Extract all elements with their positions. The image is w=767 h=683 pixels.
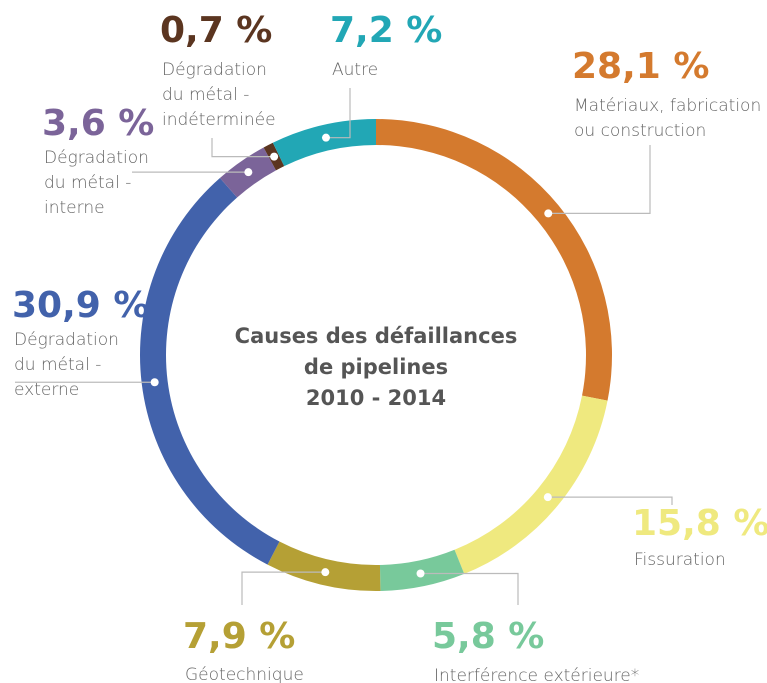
value-label: 28,1 % (572, 46, 709, 87)
value-label: 7,9 % (183, 616, 295, 657)
leader-dot (244, 168, 253, 177)
value-label: 3,6 % (42, 103, 154, 144)
category-label: interne (44, 198, 105, 218)
leader-line (211, 138, 275, 158)
donut-slice (454, 395, 608, 574)
leader-line (548, 145, 651, 214)
category-label: Autre (332, 60, 378, 80)
leader-line (241, 571, 326, 605)
leader-dot (150, 378, 159, 387)
leader-dot (321, 133, 330, 142)
donut-slice (267, 541, 381, 591)
donut-slice (272, 119, 376, 167)
category-label: Matériaux, fabrication (574, 96, 761, 116)
category-label: Fissuration (634, 550, 726, 570)
category-label: du métal - (44, 173, 131, 193)
leader-dot (321, 568, 330, 577)
category-label: ou construction (574, 121, 706, 141)
value-label: 30,9 % (12, 285, 149, 326)
leader-dot (416, 569, 425, 578)
leader-dot (544, 209, 553, 218)
category-label: externe (14, 380, 79, 400)
category-label: Géotechnique (185, 665, 304, 683)
chart-title: 2010 - 2014 (306, 386, 446, 410)
leader-line (547, 496, 673, 505)
chart-title: Causes des défaillances (235, 324, 518, 348)
value-label: 0,7 % (160, 10, 272, 51)
category-label: indéterminée (162, 110, 276, 130)
category-label: du métal - (162, 85, 249, 105)
category-label: Dégradation (162, 60, 267, 80)
donut-slice (139, 177, 280, 565)
category-label: Interférence extérieure* (434, 666, 639, 683)
leader-line (420, 572, 519, 605)
category-label: Dégradation (44, 148, 149, 168)
category-label: Dégradation (14, 330, 119, 350)
chart-title: de pipelines (304, 355, 448, 379)
value-label: 7,2 % (330, 10, 442, 51)
leader-dot (270, 152, 279, 161)
donut-slice (376, 119, 612, 401)
leader-dot (543, 493, 552, 502)
value-label: 15,8 % (632, 503, 767, 544)
value-label: 5,8 % (432, 616, 544, 657)
category-label: du métal - (14, 355, 101, 375)
leader-line (325, 88, 351, 139)
